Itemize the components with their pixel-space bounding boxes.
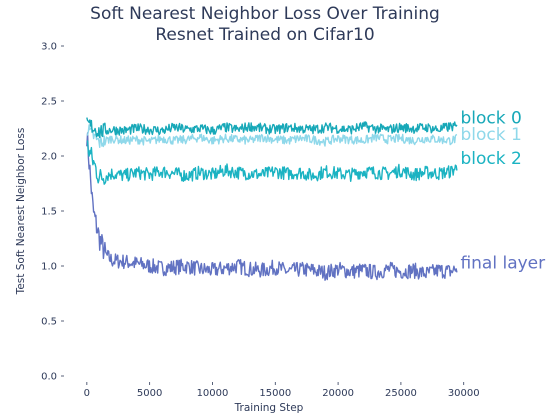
x-tick-label: 10000	[197, 388, 229, 399]
y-axis-label: Test Soft Nearest Neighbor Loss	[15, 128, 27, 296]
y-tick-label: 1.5	[41, 207, 57, 218]
y-tick-label: 2.0	[41, 152, 57, 163]
x-tick-label: 20000	[322, 388, 354, 399]
y-tick-label: 0.0	[41, 372, 57, 383]
series-label-final-layer: final layer	[460, 254, 545, 274]
series-label-block-0: block 0	[460, 109, 521, 129]
series-label-block-1: block 1	[460, 125, 521, 145]
series-layer	[86, 117, 458, 281]
x-tick-label: 15000	[259, 388, 291, 399]
chart-subtitle: Resnet Trained on Cifar10	[155, 25, 374, 45]
x-tick-label: 5000	[137, 388, 162, 399]
y-axis: 0.0 0.5 1.0 1.5 2.0 2.5 3.0	[41, 42, 64, 383]
y-tick-label: 3.0	[41, 42, 57, 53]
x-axis-label: Training Step	[234, 402, 304, 414]
chart-title: Soft Nearest Neighbor Loss Over Training	[90, 4, 440, 24]
x-tick-label: 30000	[448, 388, 480, 399]
y-tick-label: 1.0	[41, 262, 57, 273]
x-axis: 0 5000 10000 15000 20000 25000 30000	[84, 382, 480, 399]
series-line-block-2	[86, 140, 458, 185]
y-tick-label: 2.5	[41, 97, 57, 108]
series-line-final-layer	[86, 132, 458, 281]
series-label-block-2: block 2	[460, 149, 521, 169]
series-line-block-1	[86, 124, 458, 148]
x-tick-label: 25000	[385, 388, 417, 399]
y-tick-label: 0.5	[41, 317, 57, 328]
series-line-block-0	[86, 117, 458, 139]
x-tick-label: 0	[84, 388, 90, 399]
